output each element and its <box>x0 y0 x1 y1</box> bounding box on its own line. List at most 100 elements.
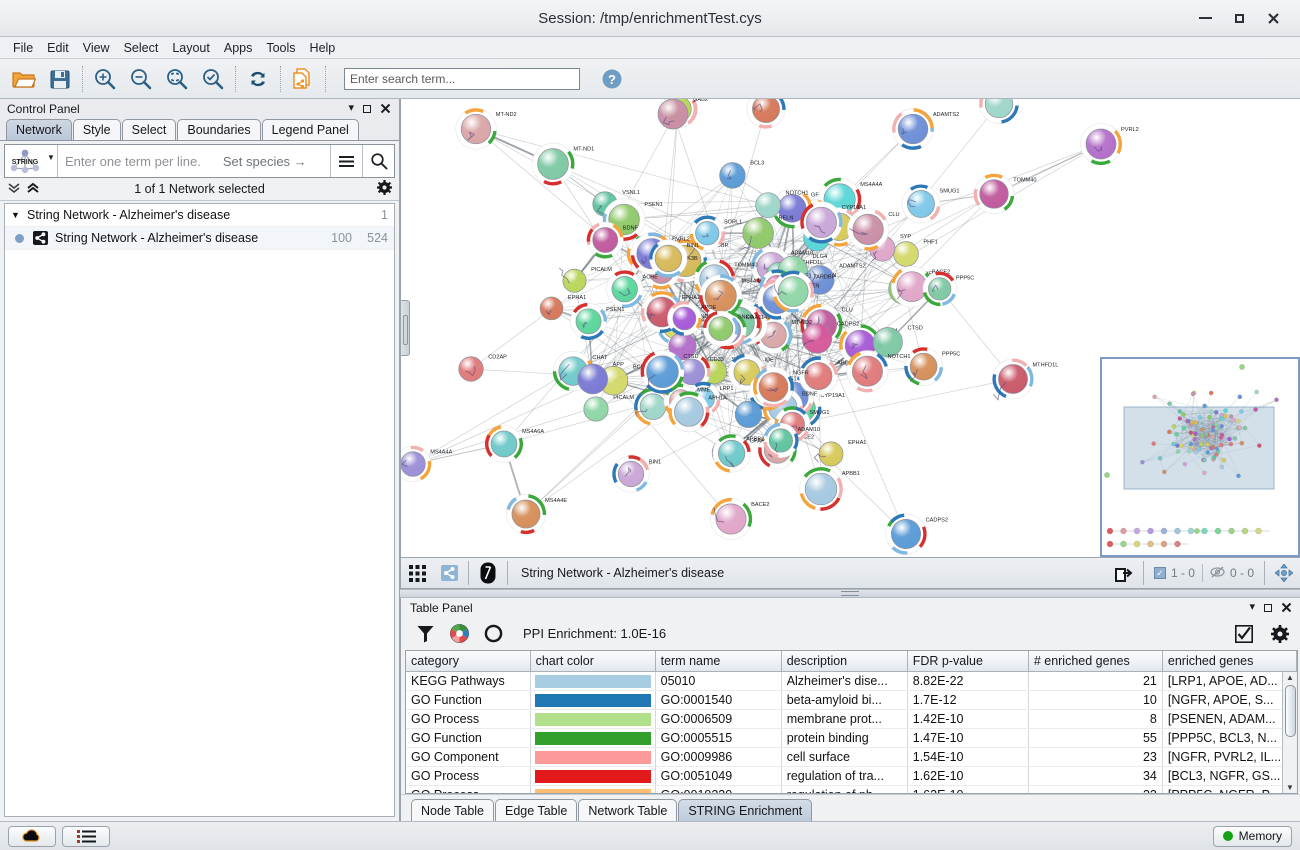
network-node[interactable]: CTSD2 <box>979 99 1036 124</box>
tp-float-icon[interactable] <box>1264 603 1272 612</box>
grid-layout-icon[interactable] <box>401 559 433 588</box>
network-node[interactable]: NOTCH1 <box>846 350 911 393</box>
cloud-status-icon[interactable] <box>8 825 56 847</box>
network-node[interactable]: CTSD <box>640 350 699 394</box>
network-node[interactable]: MS4A4E <box>699 274 764 318</box>
menu-layout[interactable]: Layout <box>172 40 210 55</box>
network-node[interactable]: MT-ND2 <box>455 108 517 150</box>
network-node[interactable]: RELN <box>738 216 793 252</box>
network-node[interactable]: APH1A <box>668 391 727 433</box>
tab-string-enrichment[interactable]: STRING Enrichment <box>678 799 813 821</box>
network-node[interactable]: BDNF <box>586 221 639 259</box>
network-node[interactable]: CADPS2 <box>885 513 948 555</box>
scroll-thumb[interactable] <box>1284 685 1296 737</box>
scroll-up-arrow-icon[interactable]: ▲ <box>1286 673 1294 682</box>
network-node[interactable]: BACE2 <box>891 265 950 308</box>
network-node[interactable]: APP <box>577 362 624 395</box>
zoom-fit-network-icon[interactable] <box>195 62 231 96</box>
col-header-chart-color[interactable]: chart color <box>530 651 656 672</box>
network-node[interactable]: ADAMTS2 <box>892 108 960 150</box>
search-icon[interactable] <box>362 145 394 177</box>
col-header-enriched-count[interactable]: # enriched genes <box>1028 651 1163 672</box>
maximize-button[interactable] <box>1222 5 1256 31</box>
network-tree-item[interactable]: String Network - Alzheimer's disease 100… <box>5 227 394 250</box>
string-query-input[interactable]: Enter one term per line. Set species → <box>57 145 330 177</box>
donut-chart-icon[interactable] <box>481 621 505 647</box>
table-row[interactable]: GO Process GO:0006509 membrane prot... 1.42… <box>406 709 1297 729</box>
cp-close-icon[interactable] <box>380 103 391 114</box>
cp-float-icon[interactable] <box>363 104 371 113</box>
col-header-enriched-genes[interactable]: enriched genes <box>1162 651 1297 672</box>
zoom-in-icon[interactable] <box>87 62 123 96</box>
network-node[interactable]: PSEN1 <box>570 302 624 340</box>
network-tree-group-row[interactable]: ▼ String Network - Alzheimer's disease 1 <box>5 204 394 227</box>
hamburger-menu-icon[interactable] <box>330 145 362 177</box>
network-node[interactable]: APOE <box>667 301 717 336</box>
table-row[interactable]: KEGG Pathways 05010 Alzheimer's dise... 8.8… <box>406 671 1297 691</box>
panel-splitter[interactable] <box>400 589 1300 598</box>
collapse-all-icon[interactable] <box>7 182 21 197</box>
menu-file[interactable]: File <box>13 40 34 55</box>
memory-status-button[interactable]: Memory <box>1212 825 1292 847</box>
col-header-fdr[interactable]: FDR p-value <box>907 651 1029 672</box>
network-node[interactable]: PICALM <box>583 395 635 422</box>
network-node[interactable]: MT-ND1 <box>531 142 594 186</box>
task-list-icon[interactable] <box>62 825 110 847</box>
tab-legend-panel[interactable]: Legend Panel <box>261 119 359 140</box>
cp-dropdown-icon[interactable]: ▾ <box>348 102 354 114</box>
tab-boundaries[interactable]: Boundaries <box>177 119 261 140</box>
network-node[interactable]: SORL1 <box>689 215 742 251</box>
expand-all-icon[interactable] <box>26 182 40 197</box>
chart-color-palette-icon[interactable] <box>447 621 471 647</box>
filter-icon[interactable] <box>413 621 437 647</box>
share-network-icon[interactable] <box>433 559 465 588</box>
table-row[interactable]: GO Component GO:0009986 cell surface 1.54E-… <box>406 747 1297 767</box>
menu-select[interactable]: Select <box>123 40 159 55</box>
col-header-category[interactable]: category <box>406 651 531 672</box>
string-species-dropdown-icon[interactable]: ▼ <box>47 152 55 162</box>
network-node[interactable]: NOTCH1 <box>755 191 809 218</box>
network-node[interactable]: MS4A4E <box>506 494 567 535</box>
annotation-icon[interactable] <box>472 559 504 588</box>
network-node[interactable]: PPP5C <box>904 347 961 386</box>
network-node[interactable]: MTHFD1L <box>992 358 1058 401</box>
network-node[interactable]: GAB2 <box>657 99 708 130</box>
network-node[interactable]: SNCA <box>702 310 754 347</box>
network-node[interactable]: CYP19A1 <box>800 201 866 244</box>
set-species-link[interactable]: Set species → <box>222 153 307 169</box>
network-node[interactable]: SMUG1 <box>901 184 959 224</box>
network-node[interactable]: TOMM40 <box>973 173 1037 215</box>
menu-apps[interactable]: Apps <box>223 40 253 55</box>
col-header-term-name[interactable]: term name <box>655 651 782 672</box>
network-node[interactable]: PICALM <box>558 267 612 293</box>
network-node[interactable]: NGFR <box>753 366 809 408</box>
table-row[interactable]: GO Function GO:0001540 beta-amyloid bi... 1… <box>406 690 1297 710</box>
network-node[interactable]: EPHA1 <box>539 295 586 321</box>
network-node[interactable]: PVRL2 <box>1080 123 1139 166</box>
table-row[interactable]: GO Function GO:0005515 protein binding 1.47… <box>406 728 1297 748</box>
zoom-fit-selected-icon[interactable] <box>159 62 195 96</box>
selected-nodes-indicator[interactable]: ✓ 1 - 0 <box>1147 566 1202 580</box>
network-node[interactable]: MS4A6A <box>485 425 545 463</box>
tree-collapse-caret-icon[interactable]: ▼ <box>11 210 20 220</box>
tab-network[interactable]: Network <box>6 119 72 140</box>
table-row[interactable]: GO Process GO:0019220regulation of ph...1… <box>406 785 1297 793</box>
select-all-checkbox-icon[interactable] <box>1232 621 1256 647</box>
minimize-button[interactable] <box>1188 5 1222 31</box>
tab-edge-table[interactable]: Edge Table <box>495 799 578 821</box>
menu-tools[interactable]: Tools <box>266 40 296 55</box>
help-icon[interactable]: ? <box>594 62 630 96</box>
export-image-icon[interactable] <box>1108 559 1140 588</box>
pan-navigate-icon[interactable] <box>1268 559 1300 588</box>
menu-help[interactable]: Help <box>309 40 336 55</box>
network-node[interactable]: GFAP <box>712 434 765 473</box>
network-node[interactable]: APOE <box>798 356 853 396</box>
network-node[interactable]: CADPS2 <box>801 322 859 354</box>
network-node[interactable]: BCL3 <box>719 161 765 189</box>
search-input[interactable]: Enter search term... <box>344 67 580 90</box>
tp-dropdown-icon[interactable]: ▾ <box>1249 601 1255 613</box>
tab-select[interactable]: Select <box>121 119 177 140</box>
table-row[interactable]: GO Process GO:0051049 regulation of tra...… <box>406 766 1297 786</box>
col-header-description[interactable]: description <box>781 651 908 672</box>
network-node[interactable]: CTSD <box>872 326 923 358</box>
